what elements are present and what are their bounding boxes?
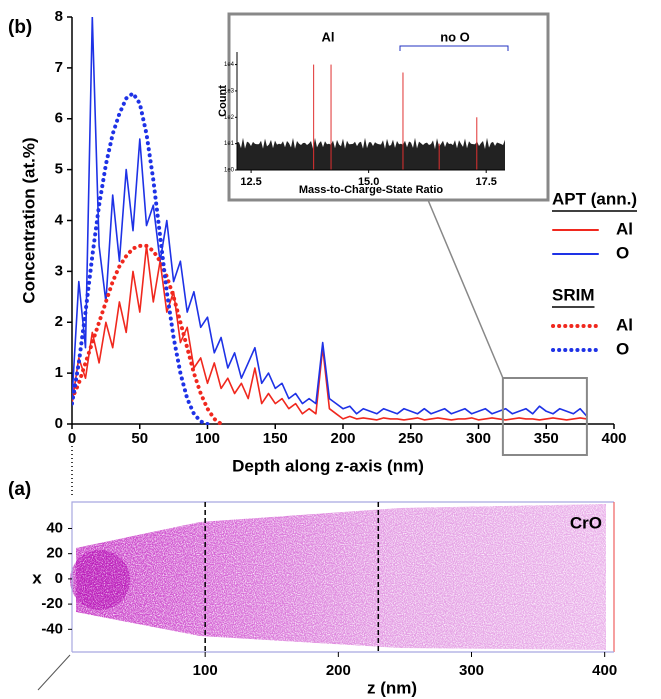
panel-label: (b) [8, 17, 32, 38]
series-line [72, 245, 588, 421]
y-tick-label: 0 [55, 570, 63, 587]
inset-y-tick-label: 1e4 [224, 62, 235, 68]
x-tick-label: 200 [330, 430, 355, 447]
x-tick-label: 400 [592, 662, 617, 679]
zoom-connector [427, 199, 504, 379]
edge-line [37, 654, 71, 691]
inset-y-tick-label: 1e0 [224, 168, 235, 174]
legend-label: Al [616, 219, 633, 238]
x-tick-label: 50 [131, 430, 148, 447]
x-tick-label: 300 [459, 662, 484, 679]
x-tick-label: 350 [534, 430, 559, 447]
y-tick-label: 1 [55, 364, 63, 381]
y-axis-title: Concentration (at.%) [19, 137, 38, 303]
inset-x-tick-label: 17.5 [475, 176, 496, 188]
noise-band [237, 137, 505, 170]
y-tick-label: 8 [55, 8, 63, 25]
y-tick-label: 3 [55, 262, 63, 279]
y-tick-label: 0 [55, 415, 63, 432]
y-tick-label: 6 [55, 110, 63, 127]
x-tick-label: 0 [68, 430, 76, 447]
y-axis-title: x [32, 568, 42, 587]
plot-area [72, 17, 588, 425]
legend-label: O [616, 339, 629, 358]
inset-annotation: Al [322, 29, 335, 44]
series-line [72, 91, 210, 425]
panel-label: (a) [8, 479, 31, 500]
inset-y-tick-label: 1e2 [224, 115, 235, 121]
inset-frame [227, 12, 550, 202]
y-tick-label: -40 [41, 620, 63, 637]
legend-label: O [616, 243, 629, 262]
inset-x-title: Mass-to-Charge-State Ratio [299, 184, 444, 196]
x-tick-label: 150 [263, 430, 288, 447]
atom-cloud [70, 504, 606, 650]
series-line [72, 17, 588, 418]
y-tick-label: 40 [46, 519, 63, 536]
zoom-box [501, 377, 588, 456]
x-tick-label: 200 [326, 662, 351, 679]
x-tick-label: 100 [195, 430, 220, 447]
legend-label: Al [616, 315, 633, 334]
y-tick-label: 4 [55, 211, 64, 228]
y-tick-label: 20 [46, 545, 63, 562]
species-label: CrO [570, 513, 602, 532]
bracket [399, 45, 509, 51]
x-tick-label: 400 [601, 430, 626, 447]
y-tick-label: 2 [55, 313, 63, 330]
y-tick-label: 7 [55, 59, 63, 76]
inset-x-tick-label: 12.5 [240, 176, 261, 188]
legend-group-title: APT (ann.) [552, 189, 637, 208]
inset-x-tick-label: 15.0 [358, 176, 379, 188]
x-axis-title: Depth along z-axis (nm) [232, 456, 424, 475]
series-line [72, 243, 224, 425]
x-tick-label: 250 [398, 430, 423, 447]
y-tick-label: -20 [41, 595, 63, 612]
x-axis-title: z (nm) [367, 678, 417, 697]
y-tick-label: 5 [55, 161, 63, 178]
inset-annotation: no O [440, 29, 470, 44]
x-tick-label: 300 [466, 430, 491, 447]
inset-y-title: Count [217, 85, 229, 117]
inset-y-tick-label: 1e1 [224, 141, 235, 147]
legend-group-title: SRIM [552, 285, 595, 304]
map-frame [71, 501, 614, 652]
x-tick-label: 100 [193, 662, 218, 679]
inset-y-tick-label: 1e3 [224, 89, 235, 95]
